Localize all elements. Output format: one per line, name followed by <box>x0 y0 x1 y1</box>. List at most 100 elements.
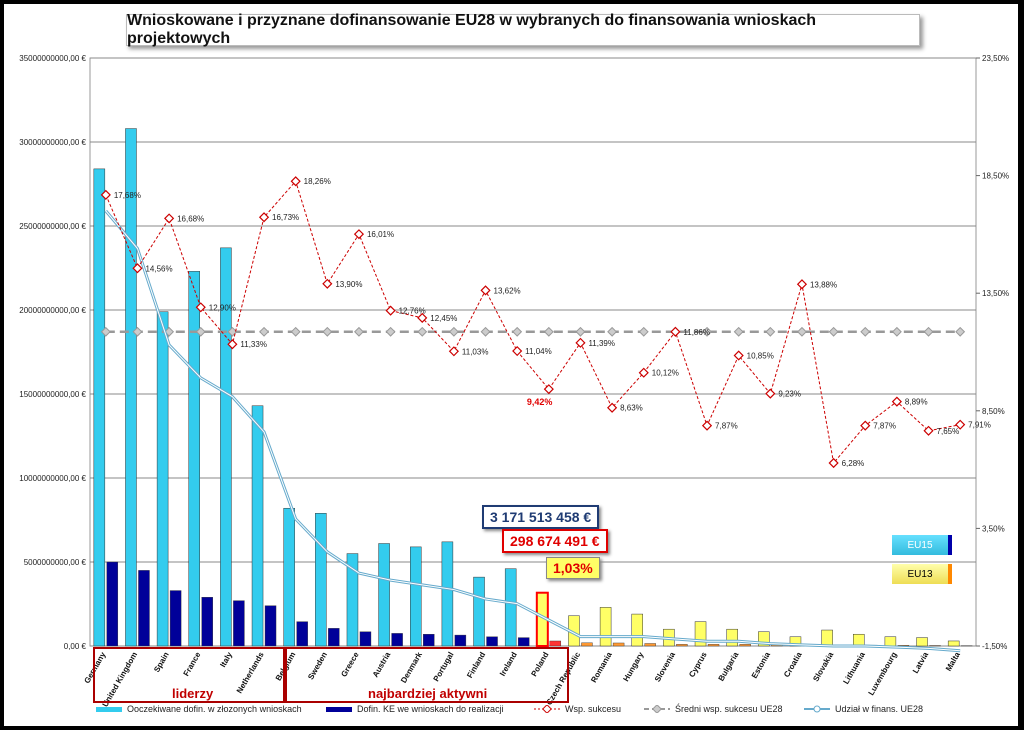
marker-success <box>417 312 428 323</box>
x-tick-label: United Kingdom <box>101 651 140 709</box>
bar-granted <box>644 643 656 647</box>
bar-granted <box>486 636 498 647</box>
bar-granted <box>201 597 213 647</box>
annotation-share-poland: 1,03% <box>546 557 600 579</box>
data-label-success: 13,62% <box>494 286 521 295</box>
bar-granted <box>676 644 688 647</box>
marker-average <box>448 326 459 337</box>
legend-swatch-average <box>644 705 670 713</box>
chart-title: Wnioskowane i przyznane dofinansowanie E… <box>126 12 920 47</box>
bar-granted <box>328 628 340 647</box>
bar-granted <box>549 640 562 647</box>
marker-success <box>955 419 966 430</box>
bar-requested <box>378 543 390 647</box>
bar-requested <box>916 637 928 647</box>
marker-success <box>607 402 618 413</box>
data-label-success: 14,56% <box>145 264 172 273</box>
x-tick-label: Sweden <box>306 650 329 681</box>
series-line-success <box>105 180 961 465</box>
marker-success <box>322 278 333 289</box>
x-tick-label: Bulgaria <box>717 650 741 683</box>
bar-requested <box>188 271 200 647</box>
bar-granted <box>296 621 308 647</box>
marker-success <box>448 346 459 357</box>
data-label-success: 16,73% <box>272 213 299 222</box>
bar-granted <box>264 605 277 647</box>
data-label-success: 10,85% <box>747 352 774 361</box>
marker-success <box>385 305 396 316</box>
bar-granted <box>169 590 182 647</box>
legend-label-requested: Ooczekiwane dofin. w złozonych wnioskach <box>127 704 302 714</box>
y-left-tick-label: 35000000000,00 € <box>19 54 86 63</box>
data-label-success: 7,91% <box>968 421 991 430</box>
group-box-leaders <box>93 647 285 703</box>
data-label-success: 9,42% <box>527 397 553 407</box>
data-label-success: 11,04% <box>525 347 552 356</box>
data-label-success: 16,01% <box>367 230 394 239</box>
marker-success <box>891 396 902 407</box>
series-line-share-inner <box>105 210 961 652</box>
data-label-success: 11,33% <box>240 340 267 349</box>
bar-granted <box>581 642 593 647</box>
x-tick-label: Portugal <box>432 651 456 684</box>
marker-success <box>100 189 111 200</box>
bar-granted <box>517 637 530 647</box>
bar-granted <box>707 644 720 647</box>
marker-average <box>638 326 649 337</box>
x-tick-label: Malta <box>944 650 962 673</box>
x-tick-label: Poland <box>529 650 550 678</box>
marker-average <box>828 326 839 337</box>
bar-requested <box>726 628 738 647</box>
bar-requested <box>441 541 454 647</box>
data-label-success: 11,86% <box>683 328 710 337</box>
x-tick-label: Denmark <box>399 650 424 685</box>
marker-success <box>132 263 143 274</box>
marker-average <box>860 326 871 337</box>
legend-label-average: Średni wsp. sukcesu UE28 <box>675 704 783 714</box>
bar-requested <box>504 568 517 647</box>
marker-average <box>543 326 554 337</box>
legend-item-granted: Dofin. KE we wnioskach do realizacji <box>326 704 504 714</box>
data-label-success: 9,23% <box>778 390 801 399</box>
legend-swatch-share <box>804 705 830 713</box>
y-left-tick-label: 15000000000,00 € <box>19 390 86 399</box>
marker-success <box>353 229 365 240</box>
bar-requested <box>156 311 169 647</box>
marker-success <box>543 384 554 395</box>
x-tick-label: Germany <box>82 650 107 685</box>
marker-average <box>765 326 776 337</box>
y-left-tick-label: 30000000000,00 € <box>19 138 86 147</box>
data-label-success: 6,28% <box>842 459 865 468</box>
chart-legend: Ooczekiwane dofin. w złozonych wnioskach… <box>96 702 976 720</box>
y-left-tick-label: 5000000000,00 € <box>24 558 87 567</box>
marker-average <box>290 326 301 337</box>
marker-average <box>923 326 934 337</box>
marker-average <box>132 326 143 337</box>
marker-average <box>259 326 269 337</box>
marker-average <box>575 326 586 337</box>
x-tick-label: Czech Republic <box>545 650 583 707</box>
x-tick-label: Cyprus <box>687 650 709 679</box>
tag-eu15: EU15 <box>892 535 952 555</box>
y-left-tick-label: 25000000000,00 € <box>19 222 86 231</box>
marker-success <box>670 326 681 337</box>
marker-success <box>828 457 839 469</box>
marker-success <box>164 213 175 224</box>
x-tick-label: Luxembourg <box>867 650 899 697</box>
marker-average <box>417 326 428 337</box>
bar-requested <box>315 513 327 647</box>
marker-average <box>480 326 491 337</box>
y-right-tick-label: 3,50% <box>982 524 1005 533</box>
bar-requested <box>884 636 897 647</box>
marker-success <box>575 337 586 348</box>
bar-requested <box>631 613 643 647</box>
y-right-tick-label: 23,50% <box>982 54 1009 63</box>
bar-granted <box>391 633 403 647</box>
data-label-success: 16,68% <box>177 214 204 223</box>
marker-success <box>796 279 808 290</box>
bar-requested <box>125 128 137 647</box>
bar-requested <box>251 405 264 647</box>
data-label-success: 11,03% <box>462 347 489 356</box>
bar-requested <box>473 576 485 647</box>
